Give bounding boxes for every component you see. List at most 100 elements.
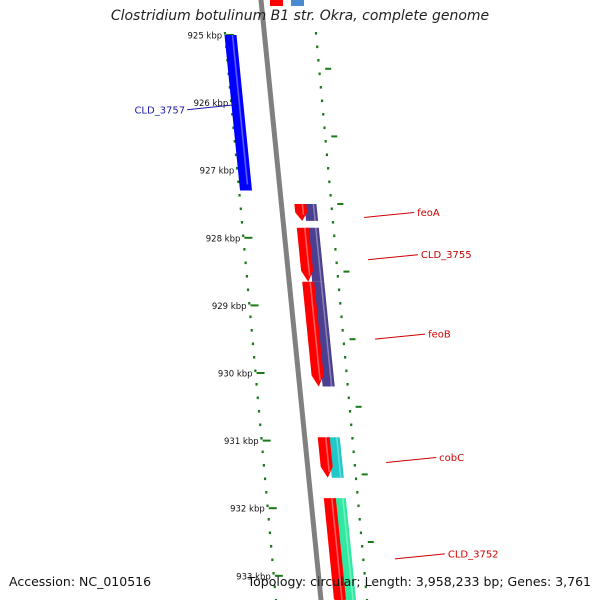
ruler-dot: [263, 477, 267, 481]
gene-cld-3752[interactable]: [323, 498, 346, 604]
track-dot: [344, 356, 347, 359]
track-dot: [346, 383, 349, 386]
gene-label-leader: [375, 333, 426, 340]
feature-bar-shade: [335, 437, 342, 478]
ruler-dot: [268, 531, 272, 535]
track-dot: [333, 234, 336, 238]
track-dot: [352, 450, 355, 454]
feature-bar-shade: [320, 281, 333, 387]
gene-label: feoA: [417, 208, 440, 219]
ruler-dot: [260, 437, 263, 440]
ruler-dot: [240, 221, 244, 224]
ruler-label: 933 kbp: [236, 572, 271, 582]
track-dot: [351, 437, 354, 440]
ruler-label: 929 kbp: [212, 302, 247, 312]
gene-label-leader: [367, 254, 418, 261]
ruler-dot: [246, 288, 250, 292]
track-dot: [322, 113, 325, 116]
gene-fragment-top: [291, 0, 304, 6]
gene-label: CLD_3752: [448, 549, 499, 560]
accession-text: Accession: NC_010516: [9, 574, 152, 589]
feature-bar-shade: [315, 227, 322, 282]
track-dot: [336, 275, 339, 278]
track-dot: [334, 248, 337, 251]
ruler-dot: [253, 356, 256, 359]
track-dot: [316, 45, 319, 49]
gene-feoa[interactable]: [294, 204, 308, 221]
track-dot: [335, 261, 338, 265]
ruler-label: 925 kbp: [188, 32, 223, 42]
track-dot: [350, 423, 353, 427]
track-dot: [339, 302, 342, 305]
track-dot: [314, 32, 318, 35]
ruler-dot: [261, 450, 264, 454]
ruler-dot: [250, 329, 253, 332]
feature-bar-shade: [342, 497, 355, 604]
gene-shade: [324, 437, 330, 472]
track-dot: [354, 477, 358, 481]
track-dot: [357, 504, 360, 508]
track-dot: [345, 369, 348, 373]
ruler-label: 926 kbp: [194, 99, 229, 109]
ruler-label: 927 kbp: [200, 167, 235, 177]
gene-cobc[interactable]: [317, 437, 333, 478]
gene-cld-3757[interactable]: [224, 35, 253, 191]
ruler-label: 931 kbp: [224, 437, 259, 447]
ruler-dot: [251, 342, 255, 346]
ruler-label: 932 kbp: [230, 505, 265, 515]
gene-fragment-top: [270, 0, 283, 6]
track-dot: [341, 329, 344, 332]
gene-shade: [231, 34, 249, 185]
ruler-dot: [237, 180, 240, 184]
ruler-dot: [262, 464, 265, 467]
gene-cld-3755[interactable]: [296, 227, 314, 282]
track-dot: [364, 585, 367, 589]
track-dot: [320, 99, 324, 103]
ruler-label: 930 kbp: [218, 370, 253, 380]
track-dot: [361, 545, 364, 548]
track-dot: [362, 558, 365, 562]
feature-bar: [312, 281, 335, 387]
track-dot: [337, 288, 341, 292]
ruler-dot: [272, 572, 275, 575]
ruler-dot: [265, 491, 268, 494]
genome-summary-text: Topology: circular; Length: 3,958,233 bp…: [247, 574, 591, 589]
ruler-dot: [254, 369, 257, 373]
gene-shade: [331, 497, 344, 604]
track-dot: [327, 167, 330, 170]
ruler-dot: [266, 504, 269, 508]
track-dot: [363, 572, 366, 575]
track-dot: [319, 86, 322, 89]
track-dot: [318, 72, 321, 76]
gene-shade: [301, 203, 305, 215]
track-dot: [342, 342, 346, 346]
track-dot: [348, 410, 352, 413]
gene-label-leader: [386, 457, 437, 463]
track-dot: [317, 59, 320, 62]
ruler-label: 928 kbp: [206, 234, 241, 244]
ruler-dot: [239, 207, 242, 211]
gene-shade: [303, 227, 311, 276]
ruler-dot: [248, 302, 251, 305]
track-dot: [328, 180, 331, 184]
ruler-dot: [244, 261, 247, 265]
ruler-dot: [249, 315, 252, 319]
ruler-dot: [223, 32, 227, 35]
genome-backbone-highlight: [255, 0, 319, 604]
genome-title: Clostridium botulinum B1 str. Okra, comp…: [110, 8, 490, 24]
track-dot: [359, 531, 363, 535]
track-dot: [331, 221, 335, 224]
ruler-dot: [229, 99, 233, 103]
ruler-dot: [271, 558, 274, 562]
ruler-dot: [242, 234, 245, 238]
gene-label: feoB: [428, 330, 451, 341]
gene-feob[interactable]: [302, 281, 324, 387]
ruler-dot: [236, 167, 239, 170]
track-dot: [347, 396, 350, 400]
track-dot: [323, 126, 326, 130]
ruler-dot: [273, 585, 276, 589]
track-dot: [356, 491, 359, 494]
genome-backbone: [258, 0, 324, 604]
ruler-dot: [243, 248, 246, 251]
